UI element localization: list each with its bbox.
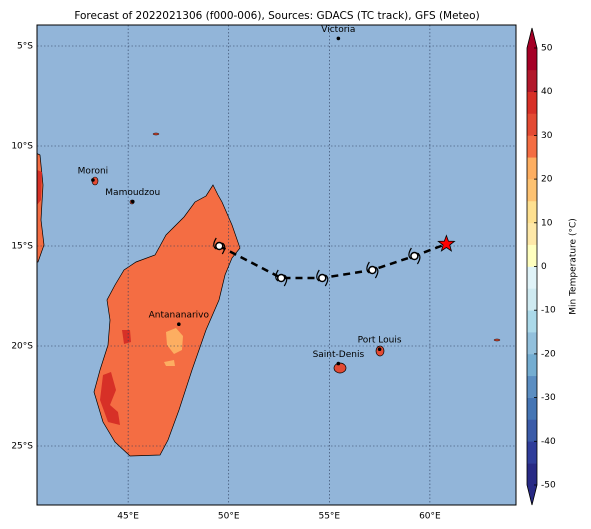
colorbar-band	[527, 288, 537, 311]
colorbar-band	[527, 397, 537, 420]
city-label: Port Louis	[358, 336, 402, 346]
colorbar-band	[527, 179, 537, 202]
x-tick-label: 60°E	[419, 512, 441, 522]
colorbar-band	[527, 69, 537, 92]
city-dot	[91, 178, 95, 182]
colorbar-band	[527, 441, 537, 464]
colorbar-label: Min Temperature (°C)	[569, 218, 579, 315]
track-star	[437, 234, 456, 252]
y-tick-label: 15°S	[11, 242, 33, 252]
city-dot	[336, 36, 341, 41]
colorbar-band	[527, 310, 537, 333]
y-tick-label: 25°S	[11, 442, 33, 452]
colorbar-extend	[527, 485, 537, 505]
cyclone-arms	[366, 261, 379, 279]
colorbar-tick-label: 30	[541, 131, 553, 141]
colorbar-band	[527, 200, 537, 224]
city-label: Mamoudzou	[105, 188, 160, 198]
colorbar-band	[527, 222, 537, 245]
colorbar-band	[527, 113, 537, 136]
warm-patch	[122, 330, 131, 344]
city-dot	[336, 361, 341, 366]
track-point	[276, 273, 286, 283]
reunion	[333, 362, 347, 374]
track-point	[410, 251, 419, 261]
africa-patch	[37, 170, 42, 205]
x-tick-label: 55°E	[318, 512, 340, 522]
colorbar-band	[527, 266, 537, 289]
colorbar-band	[527, 91, 537, 114]
warm-patch	[100, 372, 120, 425]
colorbar-extend	[527, 28, 537, 48]
sea	[37, 25, 516, 505]
map-title: Forecast of 2022021306 (f000-006), Sourc…	[74, 10, 479, 22]
colorbar-tick-label: 10	[541, 218, 553, 228]
colorbar-band	[527, 419, 537, 442]
madagascar	[93, 184, 241, 457]
colorbar-band	[527, 157, 537, 180]
track-line	[218, 242, 447, 280]
track-point	[318, 273, 327, 283]
cyclone-arms	[275, 269, 288, 287]
city-label: Moroni	[78, 167, 109, 177]
colorbar-band	[527, 463, 537, 486]
overlay: Victoria Moroni Mamoudzou Antananarivo Port …	[78, 25, 456, 366]
colorbar-tick-label: -10	[541, 306, 556, 316]
colorbar-tick-label: 40	[541, 87, 553, 97]
colorbar-band	[527, 48, 537, 71]
x-tick-label: 45°E	[117, 512, 139, 522]
map-frame	[36, 24, 517, 506]
colorbar-tick-label: 20	[541, 175, 553, 185]
city-label: Antananarivo	[149, 311, 210, 321]
y-tick-label: 10°S	[11, 142, 33, 152]
track-point	[215, 241, 224, 251]
cyclone-arms	[316, 269, 329, 287]
city-dot	[377, 347, 382, 352]
highland-patch	[164, 360, 175, 366]
colorbar-tick-label: 50	[541, 44, 553, 54]
city-dot	[177, 322, 181, 327]
cyclone-arms	[213, 237, 226, 255]
highland-patch	[166, 328, 183, 354]
x-tick-label: 50°E	[218, 512, 240, 522]
colorbar-tick-label: -20	[541, 349, 556, 359]
track-point	[368, 265, 377, 275]
islet	[493, 338, 501, 342]
colorbar-tick-label: 0	[541, 262, 547, 272]
city-label: Saint-Denis	[313, 350, 365, 360]
city-label: Victoria	[321, 25, 355, 35]
colorbar-tick-label: -30	[541, 393, 556, 403]
y-tick-label: 20°S	[11, 342, 33, 352]
colorbar-tick-label: -50	[541, 481, 556, 491]
colorbar-band	[527, 353, 537, 377]
colorbar-tick-label: -40	[541, 437, 556, 447]
y-tick-label: 5°S	[17, 42, 33, 52]
colorbar-band	[527, 375, 537, 398]
cyclone-arms	[408, 247, 421, 265]
city-dot	[130, 199, 135, 204]
colorbar-band	[527, 135, 537, 158]
colorbar-band	[527, 332, 537, 355]
islet	[152, 132, 160, 136]
grid	[37, 25, 516, 505]
colorbar: -50 -40 -30 -20 -10 0 10 20 30 40 50 Min Temperatur…	[526, 27, 579, 506]
colorbar-band	[527, 244, 537, 267]
